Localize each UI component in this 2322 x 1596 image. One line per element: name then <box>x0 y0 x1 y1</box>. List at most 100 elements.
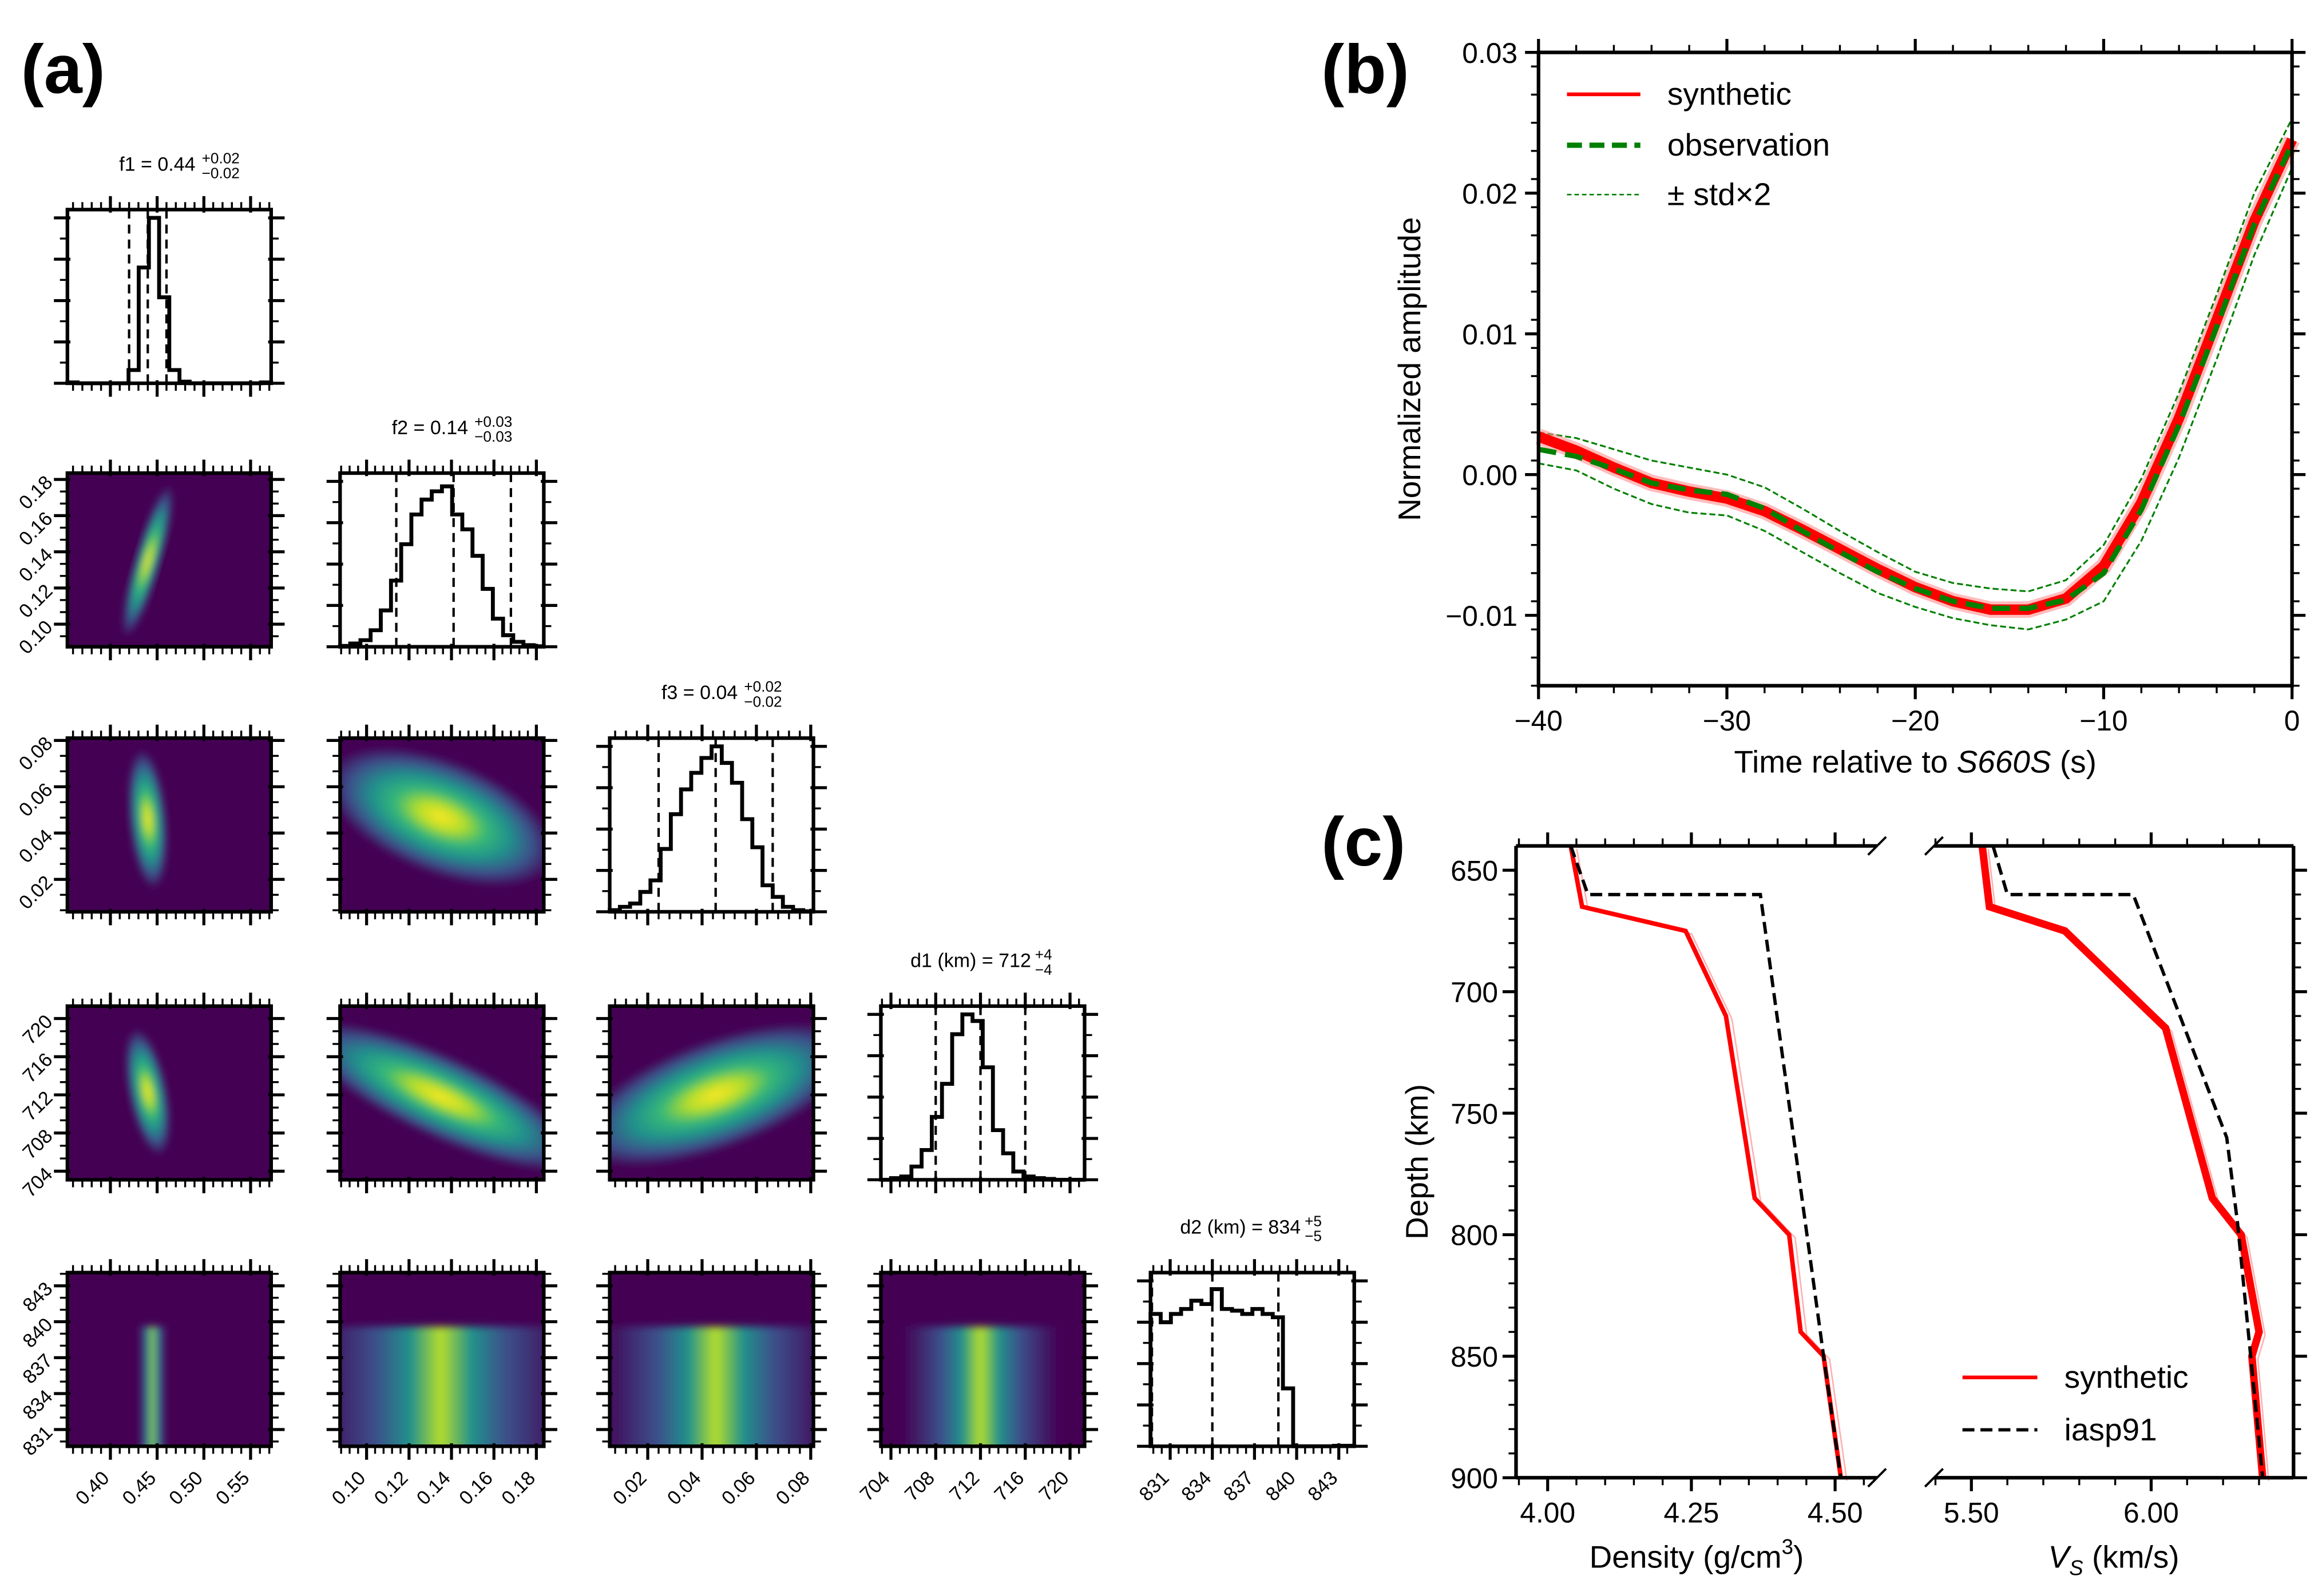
density-f3-vs-f1: 0.020.040.060.08 <box>15 724 285 926</box>
legend: synthetic observation ± std×2 <box>1567 76 1830 212</box>
histogram-step <box>65 216 274 386</box>
y-tick-label: 0.02 <box>15 871 57 914</box>
density-d1-vs-f2 <box>326 992 557 1193</box>
iasp91-line <box>1569 845 1842 1478</box>
subplot-vs: 5.50 6.00 VS (km/s) <box>1924 832 2307 1579</box>
density-f2-vs-f1: 0.100.120.140.160.18 <box>15 459 285 661</box>
histogram-title: d1 (km) = 712 <box>910 950 1031 972</box>
y-tick-label: 0.01 <box>1462 319 1517 351</box>
title-plus: +0.02 <box>744 678 782 695</box>
title-minus: −0.03 <box>474 428 512 445</box>
density-ellipse <box>609 1023 814 1167</box>
x-tick-label: 704 <box>856 1467 894 1506</box>
density-background <box>67 1006 271 1180</box>
density-background <box>67 738 271 912</box>
x-tick-label: −30 <box>1703 705 1751 737</box>
density-band <box>138 1326 167 1447</box>
title-main: d2 (km) = 834 <box>1180 1217 1301 1238</box>
y-tick-label: 0.04 <box>15 825 57 867</box>
x-tick-label: 0.10 <box>328 1467 370 1510</box>
x-tick-label: 0.50 <box>165 1467 207 1510</box>
x-label-subscript: S <box>2069 1556 2083 1579</box>
y-tick-label: 0.00 <box>1462 459 1517 491</box>
x-label-text: Time relative to <box>1734 744 1956 780</box>
title-plus: +0.03 <box>474 413 512 430</box>
y-axis-label: Normalized amplitude <box>1392 217 1427 521</box>
x-tick-label: 708 <box>901 1467 939 1506</box>
synthetic-ensemble <box>1576 848 1848 1481</box>
y-tick-label: 650 <box>1451 855 1498 887</box>
y-tick-label: 750 <box>1451 1098 1498 1130</box>
x-axis-label: VS (km/s) <box>2048 1539 2180 1579</box>
density-marks <box>903 1326 1058 1447</box>
std-upper-line <box>1538 118 2293 593</box>
density-ellipse <box>128 749 168 889</box>
y-tick-label: 800 <box>1451 1220 1498 1252</box>
y-tick-label: 831 <box>18 1422 57 1460</box>
y-tick-label: 0.16 <box>15 508 57 550</box>
y-tick-label: 0.02 <box>1462 178 1517 210</box>
panel-frame <box>608 1004 815 1182</box>
panel-label-a: (a) <box>21 30 105 108</box>
density-marks <box>125 1029 171 1156</box>
panel-label-b: (b) <box>1321 30 1409 108</box>
x-label-unit: (km/s) <box>2083 1539 2180 1574</box>
legend-label: synthetic <box>1667 76 1792 112</box>
panel-frame <box>65 736 274 914</box>
x-tick-label: −10 <box>2079 705 2127 737</box>
x-tick-label: 0 <box>2284 705 2300 737</box>
axis-break-mark <box>1867 836 1887 856</box>
axis-break-mark <box>1924 836 1944 856</box>
y-tick-label: 0.18 <box>15 471 57 514</box>
legend-label: ± std×2 <box>1667 177 1771 212</box>
panel-label-c: (c) <box>1321 803 1405 880</box>
x-tick-label: 6.00 <box>2123 1497 2179 1529</box>
x-tick-label: 0.02 <box>609 1467 651 1510</box>
x-label-symbol: V <box>2048 1539 2072 1574</box>
panel-frame <box>338 1271 546 1448</box>
title-minus: −4 <box>1035 961 1052 978</box>
y-tick-label: 843 <box>18 1278 57 1316</box>
panel-frame <box>338 736 546 914</box>
x-tick-label: 0.16 <box>455 1467 497 1510</box>
panel-frame <box>1148 1271 1356 1448</box>
histogram-title: f3 = 0.04 <box>661 682 738 704</box>
histogram-d2: d2 (km) = 834 +5−5 831 834 837 840 843 <box>1135 1213 1368 1506</box>
density-d2-vs-d1: 704 708 712 716 720 <box>856 1259 1099 1506</box>
density-d2-vs-f3: 0.02 0.04 0.06 0.08 <box>596 1259 827 1510</box>
title-main: f1 = 0.44 <box>119 153 195 175</box>
density-marks <box>609 1326 814 1447</box>
density-band <box>609 1326 814 1447</box>
histogram-step <box>1148 1287 1357 1448</box>
panel-frame <box>65 471 274 649</box>
y-tick-label: 708 <box>18 1125 57 1164</box>
density-d1-vs-f3 <box>596 992 827 1193</box>
y-tick-label: 704 <box>18 1164 57 1202</box>
y-tick-label: 840 <box>18 1314 57 1352</box>
panel-frame <box>338 1004 546 1182</box>
x-tick-label: 843 <box>1303 1467 1342 1506</box>
x-tick-label: −40 <box>1515 705 1563 737</box>
x-tick-label: 0.18 <box>497 1467 540 1510</box>
x-tick-label: 0.45 <box>118 1467 161 1510</box>
histogram-title: d2 (km) = 834 <box>1180 1217 1301 1238</box>
histogram-f2: f2 = 0.14 +0.03−0.03 <box>326 413 557 661</box>
density-background <box>67 1272 271 1447</box>
y-tick-label: 837 <box>18 1350 57 1388</box>
y-tick-label: 0.06 <box>15 779 57 821</box>
density-marks <box>128 749 168 889</box>
x-tick-label: 0.04 <box>663 1467 706 1510</box>
title-main: f3 = 0.04 <box>661 682 738 704</box>
y-tick-label: 0.12 <box>15 580 57 622</box>
density-marks <box>340 1022 544 1172</box>
y-tick-label: 720 <box>18 1011 57 1049</box>
y-tick-label: 700 <box>1451 976 1498 1009</box>
x-axis-label: Time relative to S660S (s) <box>1734 744 2096 780</box>
histogram-title: f1 = 0.44 <box>119 153 195 175</box>
waveform-plot: −40 −30 −20 −10 0 −0.01 0.00 0.01 0.02 0.03 Time r… <box>1392 37 2306 780</box>
density-band <box>903 1326 1058 1447</box>
x-tick-label: 720 <box>1035 1467 1073 1506</box>
density-ellipse <box>340 1022 544 1172</box>
